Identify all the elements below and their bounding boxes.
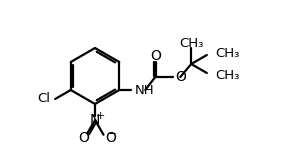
Text: CH₃: CH₃ <box>215 69 239 81</box>
Text: NH: NH <box>135 83 155 97</box>
Text: Cl: Cl <box>37 93 50 105</box>
Text: O: O <box>78 131 89 145</box>
Text: O: O <box>105 131 116 145</box>
Text: O: O <box>150 49 161 63</box>
Text: +: + <box>96 111 105 121</box>
Text: N: N <box>90 113 100 127</box>
Text: CH₃: CH₃ <box>215 47 239 59</box>
Text: CH₃: CH₃ <box>179 36 203 50</box>
Text: O: O <box>175 70 186 84</box>
Text: −: − <box>107 127 117 140</box>
